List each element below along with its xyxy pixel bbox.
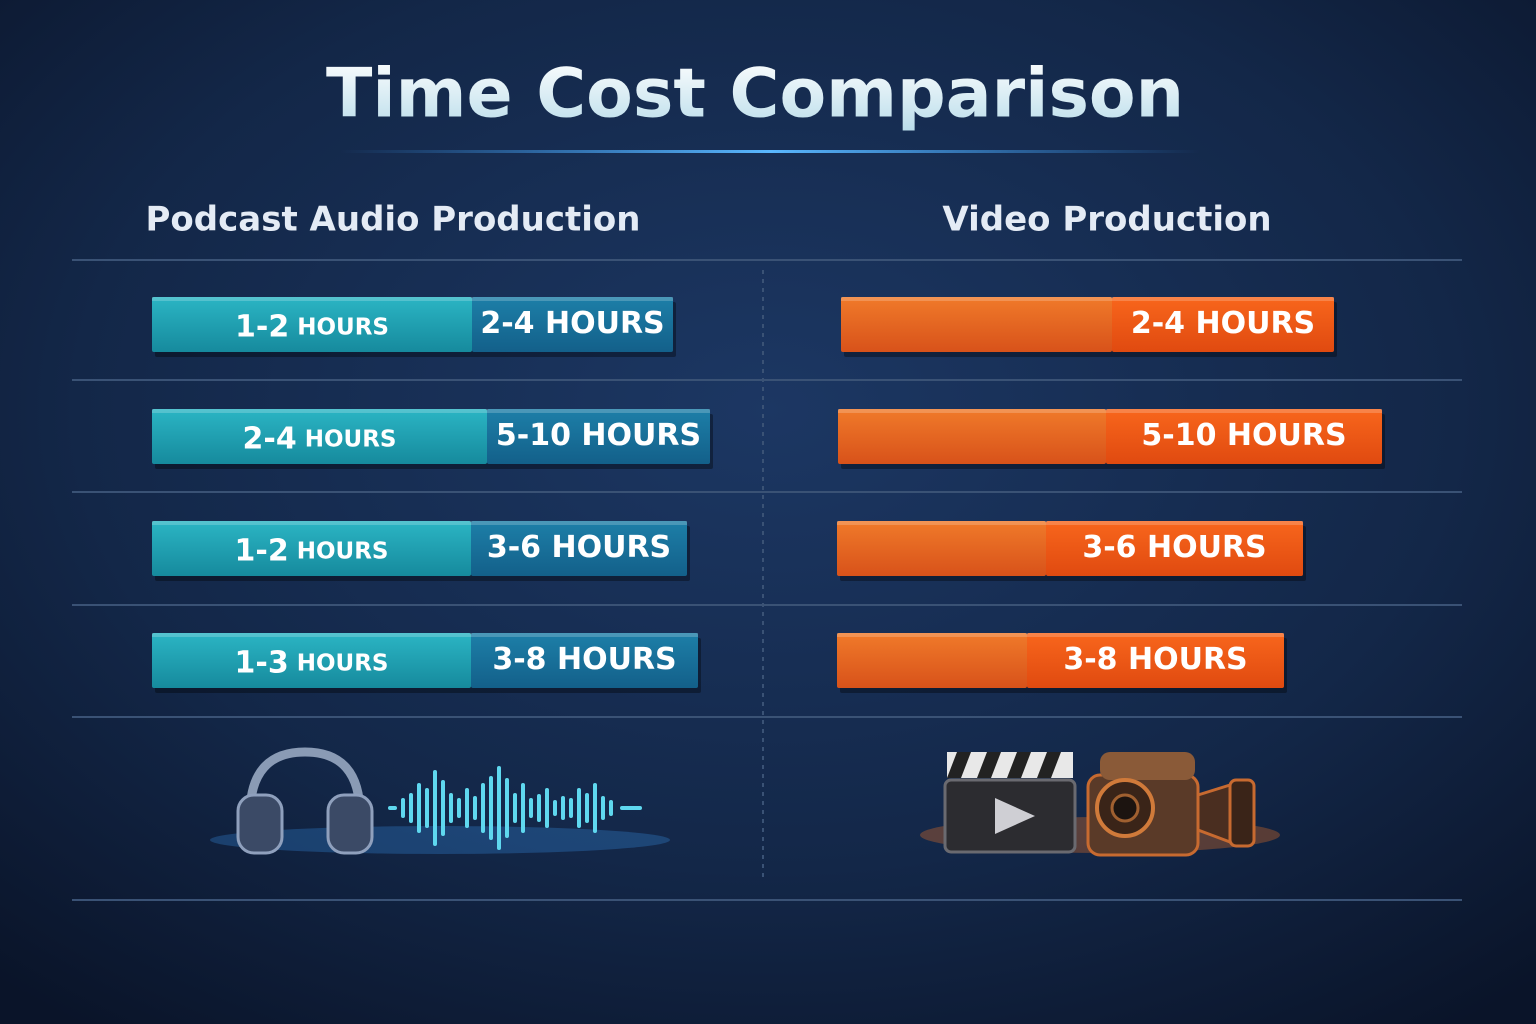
bar-highlight — [837, 521, 1303, 525]
bar-segment — [837, 633, 1027, 688]
bar-highlight — [841, 297, 1334, 301]
bar-segment — [152, 521, 471, 576]
bar-segment — [472, 297, 673, 352]
bar-label: 2-4 HOURS — [480, 306, 664, 341]
bar-segment — [1046, 521, 1303, 576]
video-icon — [920, 752, 1280, 857]
bar-segment — [487, 409, 710, 464]
row-dividers — [72, 259, 1462, 901]
bar-label: 3-6 HOURS — [1082, 530, 1266, 565]
bar-label: 3-8 HOURS — [492, 642, 676, 677]
bar-segment — [1112, 297, 1334, 352]
column-heading: Podcast Audio Production — [146, 200, 641, 240]
bar-highlight — [152, 633, 698, 637]
bar-highlight — [838, 409, 1382, 413]
bar-label: 3-8 HOURS — [1063, 642, 1247, 677]
bar-segment — [152, 633, 471, 688]
bar-segment — [838, 409, 1106, 464]
title-underline — [340, 150, 1200, 153]
bar-segment — [841, 297, 1112, 352]
bar-label: 5-10 HOURS — [1141, 418, 1346, 453]
bar-highlight — [837, 633, 1284, 637]
title: Time Cost Comparison — [326, 55, 1184, 134]
audio-icon — [210, 747, 670, 855]
bars: 1-2 HOURS 2-4 HOURS 2-4 HOURS 5-10 HOURS 1-2… — [152, 297, 1385, 693]
bar-segment — [471, 633, 698, 688]
bar-segment — [471, 521, 687, 576]
bar-segment — [1106, 409, 1382, 464]
bar-label: 1-2 HOURS — [235, 533, 389, 568]
bar-segment — [152, 409, 487, 464]
bar-label: 1-2 HOURS — [235, 309, 389, 344]
bar-label: 2-4 HOURS — [243, 421, 397, 456]
bar-label: 2-4 HOURS — [1131, 306, 1315, 341]
bar-segment — [152, 297, 472, 352]
bar-highlight — [152, 409, 710, 413]
bar-label: 3-6 HOURS — [487, 530, 671, 565]
bar-highlight — [152, 521, 687, 525]
bar-segment — [837, 521, 1046, 576]
bar-label: 5-10 HOURS — [496, 418, 701, 453]
bar-label: 1-3 HOURS — [235, 645, 389, 680]
bar-segment — [1027, 633, 1284, 688]
bar-highlight — [152, 297, 673, 301]
column-heading: Video Production — [942, 200, 1271, 240]
